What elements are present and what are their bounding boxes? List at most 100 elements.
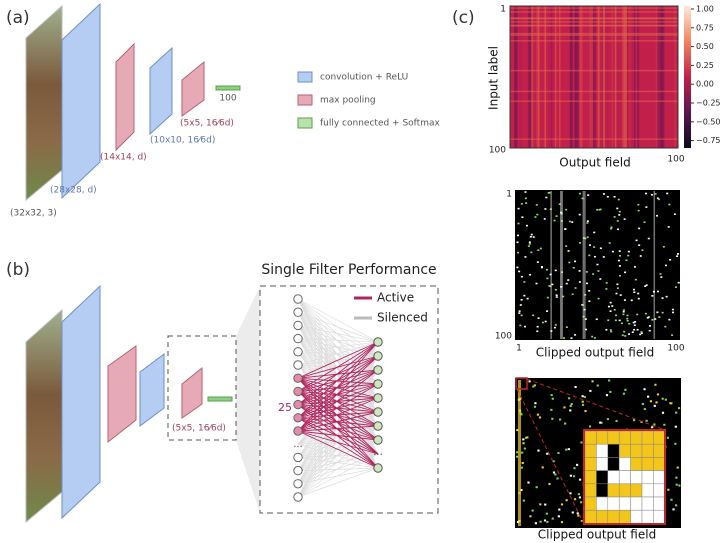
zoom-pixel — [653, 457, 666, 471]
output-size: 100 — [219, 94, 236, 104]
clipped-cell — [565, 245, 568, 247]
clipped-cell — [638, 244, 641, 246]
zoom-cell — [522, 442, 525, 445]
zoom-cell — [522, 438, 525, 441]
tick-label: 100 — [495, 332, 512, 342]
heatmap-row — [510, 17, 678, 20]
heatmap-stripe — [548, 6, 551, 148]
zoom-pixel — [630, 496, 643, 511]
zoom-cell — [538, 416, 542, 419]
zoom-cell — [605, 394, 609, 397]
clipped-cell — [635, 239, 638, 242]
zoom-cell — [523, 447, 526, 450]
silenced-edge — [297, 467, 379, 485]
zoom-pixel — [607, 509, 620, 524]
zoom-pixel — [653, 430, 666, 445]
clipped-cell — [636, 328, 639, 331]
heatmap-stripe — [559, 6, 561, 148]
clipped-col — [561, 191, 563, 339]
silenced-edge — [297, 351, 379, 413]
silenced-edge — [297, 311, 379, 343]
silenced-edge — [297, 298, 379, 343]
heatmap-stripe — [631, 6, 634, 148]
zoom-pixel — [607, 470, 620, 485]
layer-size: (10x10, 16⁄6d) — [150, 136, 215, 146]
silenced-edge — [297, 338, 379, 371]
zoom-cell — [569, 405, 572, 408]
clipped-cell — [555, 215, 558, 217]
zoom-pixel — [596, 470, 609, 485]
clipped-cell — [535, 204, 538, 206]
clipped-cell — [593, 255, 596, 258]
heatmap-row — [510, 138, 678, 140]
zoom-cell — [596, 384, 599, 387]
zoom-source — [515, 377, 528, 390]
clipped-cell — [572, 266, 575, 269]
heatmap-stripe — [672, 6, 675, 148]
zoom-pixel — [584, 443, 597, 458]
legend-text: Silenced — [377, 311, 428, 325]
heatmap-stripe — [592, 6, 595, 148]
zoom-cell — [580, 519, 584, 522]
clipped-cell — [519, 304, 522, 306]
clipped-cell — [535, 282, 538, 285]
heatmap-stripe — [544, 6, 547, 148]
zoom-pixel — [618, 509, 631, 524]
zoom-cell — [661, 411, 665, 414]
fc-layer — [215, 85, 241, 91]
clipped-cell — [553, 326, 556, 329]
heatmap-row — [510, 21, 678, 23]
clipped-cell — [597, 270, 600, 272]
filter-title: Single Filter Performance — [261, 262, 436, 278]
clipped-cell — [614, 319, 617, 322]
clipped-cell — [662, 246, 665, 248]
neuron — [293, 347, 303, 357]
clipped-cell — [565, 282, 568, 285]
zoom-cell — [548, 482, 551, 485]
clipped-cell — [549, 273, 552, 276]
tick-label: 1 — [506, 190, 512, 200]
clipped-cell — [516, 241, 519, 244]
clipped-cell — [633, 328, 636, 331]
silenced-edge — [297, 338, 379, 399]
zoom-cell — [654, 383, 657, 386]
zoom-pixel — [596, 496, 609, 511]
clipped-cell — [639, 333, 642, 336]
layer-size: (14x14, d) — [100, 153, 147, 163]
zoom-pixel — [584, 470, 597, 485]
silenced-edge — [297, 325, 379, 385]
zoom-cell — [536, 413, 540, 416]
zoom-cell — [531, 509, 534, 512]
zoom-cell — [651, 426, 654, 429]
clipped-cell — [585, 282, 588, 285]
neuron — [373, 379, 383, 389]
clipped-cell — [637, 209, 640, 212]
clipped-cell — [524, 256, 527, 258]
neuron — [373, 435, 383, 445]
zoom-cell — [675, 476, 678, 479]
zoom-cell — [645, 419, 648, 422]
zoom-cell — [653, 404, 656, 407]
clipped-cell — [611, 250, 614, 253]
zoom-cell — [670, 498, 673, 501]
clipped-cell — [637, 292, 640, 295]
clipped-cell — [546, 277, 549, 280]
heatmap-row — [510, 40, 678, 42]
zoom-cell — [615, 420, 618, 423]
heatmap-stripe — [634, 6, 636, 148]
ellipsis: ... — [373, 447, 383, 458]
zoom-cell — [521, 451, 524, 454]
zoom-pixel — [630, 483, 643, 498]
zoom-pixel — [584, 430, 597, 445]
zoom-pixel — [641, 470, 654, 485]
zoom-cell — [608, 379, 611, 382]
heatmap — [509, 5, 679, 149]
clipped-cell — [619, 274, 622, 277]
clipped-cell — [532, 314, 535, 317]
clipped-cell — [579, 192, 582, 195]
input-image — [25, 4, 63, 202]
clipped-cell — [541, 321, 544, 324]
zoom-cell — [550, 408, 553, 411]
zoom-cell — [541, 466, 544, 469]
heatmap-stripe — [519, 6, 523, 148]
